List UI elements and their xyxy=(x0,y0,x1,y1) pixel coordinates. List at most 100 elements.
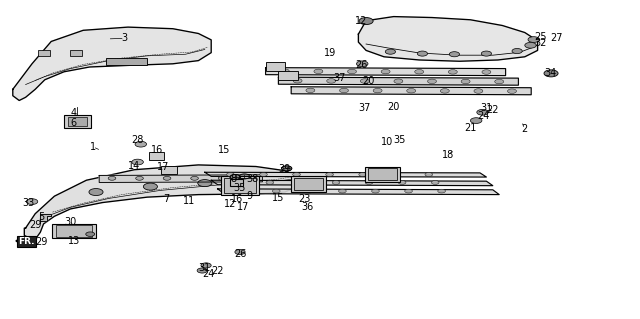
Circle shape xyxy=(230,174,240,180)
Polygon shape xyxy=(358,17,538,61)
Text: 26: 26 xyxy=(234,249,246,259)
Circle shape xyxy=(508,89,516,93)
Text: 20: 20 xyxy=(362,76,374,86)
Text: 35: 35 xyxy=(394,135,406,145)
Text: 29: 29 xyxy=(29,220,42,230)
Circle shape xyxy=(339,88,349,93)
Circle shape xyxy=(293,78,302,83)
Text: 19: 19 xyxy=(323,48,336,58)
Circle shape xyxy=(404,189,412,193)
Circle shape xyxy=(372,189,380,193)
Text: 9: 9 xyxy=(246,191,253,201)
Bar xyxy=(365,167,400,182)
Text: 17: 17 xyxy=(157,161,170,172)
Circle shape xyxy=(385,49,396,54)
Circle shape xyxy=(417,51,428,56)
Circle shape xyxy=(332,181,340,184)
Circle shape xyxy=(482,70,491,74)
Bar xyxy=(56,225,92,237)
Bar xyxy=(52,224,96,238)
Polygon shape xyxy=(99,175,262,182)
Bar xyxy=(221,176,259,195)
Circle shape xyxy=(448,70,458,74)
Text: 23: 23 xyxy=(298,194,310,204)
Bar xyxy=(106,58,147,65)
Circle shape xyxy=(306,88,315,93)
Text: 24: 24 xyxy=(202,269,214,279)
Text: 11: 11 xyxy=(182,196,195,206)
Circle shape xyxy=(407,89,416,93)
Text: 3: 3 xyxy=(122,33,128,43)
Circle shape xyxy=(239,189,247,193)
Circle shape xyxy=(314,69,323,74)
Bar xyxy=(294,178,323,190)
Text: 31: 31 xyxy=(198,263,211,273)
Circle shape xyxy=(191,176,198,180)
Circle shape xyxy=(348,69,356,74)
Circle shape xyxy=(398,181,406,184)
Circle shape xyxy=(474,89,483,93)
Text: 29: 29 xyxy=(35,237,48,248)
Circle shape xyxy=(470,118,482,123)
Circle shape xyxy=(360,79,369,83)
Circle shape xyxy=(359,18,373,25)
Bar xyxy=(70,50,82,56)
Text: 28: 28 xyxy=(131,135,144,145)
Polygon shape xyxy=(205,172,486,177)
Circle shape xyxy=(381,70,390,74)
Circle shape xyxy=(326,173,333,176)
Circle shape xyxy=(428,79,436,84)
Bar xyxy=(38,50,50,56)
Circle shape xyxy=(280,69,289,73)
Text: 12: 12 xyxy=(355,16,368,26)
Text: 1: 1 xyxy=(90,142,96,152)
Polygon shape xyxy=(211,180,493,186)
Polygon shape xyxy=(278,77,518,85)
Circle shape xyxy=(365,181,373,184)
Text: 25: 25 xyxy=(534,32,547,42)
Circle shape xyxy=(512,48,522,54)
Text: 5: 5 xyxy=(38,212,45,222)
Circle shape xyxy=(392,173,399,176)
Text: 26: 26 xyxy=(355,60,368,70)
Circle shape xyxy=(135,141,147,147)
Circle shape xyxy=(359,173,367,176)
Circle shape xyxy=(26,199,38,204)
Text: 31: 31 xyxy=(480,103,493,114)
Circle shape xyxy=(431,181,439,184)
Bar xyxy=(161,166,177,174)
Circle shape xyxy=(373,88,382,93)
Text: 34: 34 xyxy=(544,68,557,78)
Polygon shape xyxy=(40,214,51,223)
Text: 2: 2 xyxy=(522,124,528,134)
Circle shape xyxy=(108,176,116,180)
Circle shape xyxy=(198,180,212,187)
Text: 35: 35 xyxy=(234,183,246,193)
Circle shape xyxy=(201,263,211,268)
Circle shape xyxy=(282,166,292,171)
Text: 6: 6 xyxy=(70,118,77,128)
Text: 15: 15 xyxy=(218,145,230,155)
Polygon shape xyxy=(24,165,298,239)
Text: 17: 17 xyxy=(237,202,250,212)
Circle shape xyxy=(218,176,226,180)
Text: 37: 37 xyxy=(358,103,371,114)
Text: 36: 36 xyxy=(301,202,314,212)
Circle shape xyxy=(227,173,234,176)
Text: 32: 32 xyxy=(534,38,547,48)
Circle shape xyxy=(197,268,207,273)
Circle shape xyxy=(394,79,403,84)
Circle shape xyxy=(235,249,245,255)
Circle shape xyxy=(233,181,241,184)
Text: 14: 14 xyxy=(128,161,141,171)
Text: 33: 33 xyxy=(22,197,35,208)
Circle shape xyxy=(477,109,488,115)
Circle shape xyxy=(449,52,460,57)
Text: 22: 22 xyxy=(486,105,499,115)
Polygon shape xyxy=(291,87,531,95)
Bar xyxy=(149,152,164,160)
Circle shape xyxy=(528,37,540,42)
Text: 4: 4 xyxy=(70,108,77,118)
Circle shape xyxy=(143,183,157,190)
Bar xyxy=(64,115,91,128)
